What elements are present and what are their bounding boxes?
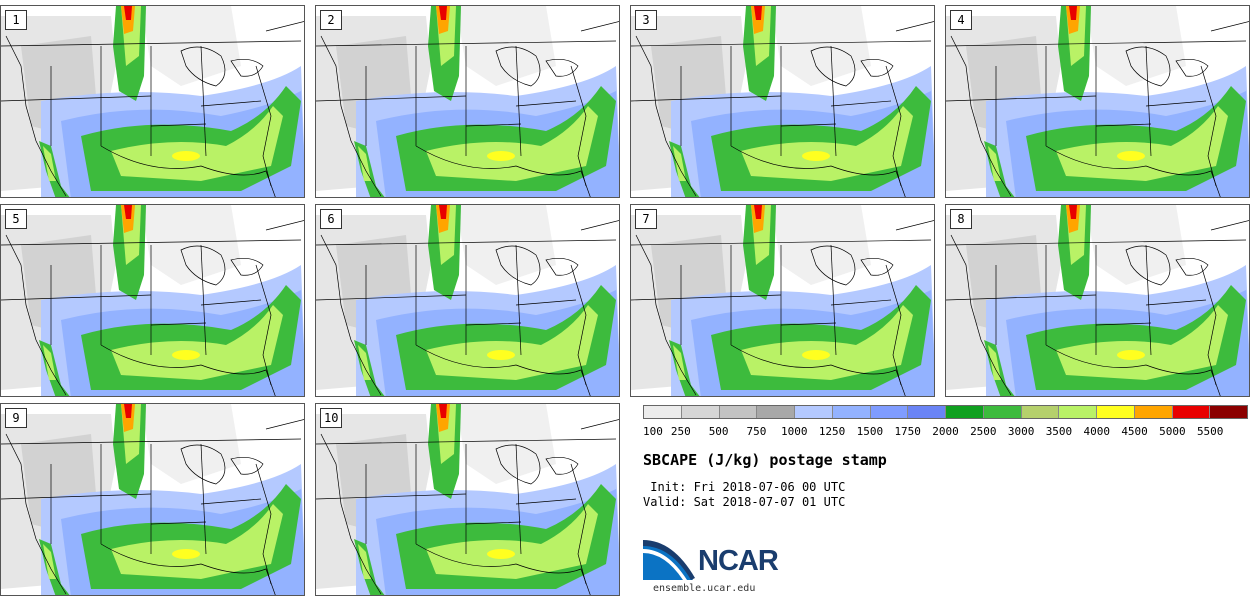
cape-map <box>1 205 305 397</box>
colorbar-swatch <box>983 406 1022 418</box>
colorbar-swatch <box>644 406 682 418</box>
member-panel: 4 <box>945 5 1250 198</box>
cape-map <box>1 404 305 596</box>
colorbar-swatch <box>870 406 909 418</box>
member-panel: 2 <box>315 5 620 198</box>
colorbar-swatch <box>1059 406 1097 418</box>
member-label: 8 <box>950 209 972 229</box>
member-panel: 1 <box>0 5 305 198</box>
colorbar-swatch <box>757 406 795 418</box>
colorbar-tick-label: 5000 <box>1159 425 1186 438</box>
colorbar-swatch <box>1097 406 1135 418</box>
cape-map <box>316 6 620 198</box>
cape-map <box>316 205 620 397</box>
member-label: 6 <box>320 209 342 229</box>
colorbar-swatch <box>1210 406 1247 418</box>
member-label: 2 <box>320 10 342 30</box>
cape-map <box>631 6 935 198</box>
colorbar-tick-label: 4000 <box>1083 425 1111 438</box>
cape-map <box>316 404 620 596</box>
colorbar-swatch <box>719 406 758 418</box>
member-label: 3 <box>635 10 657 30</box>
colorbar-tick-label: 3500 <box>1045 425 1073 438</box>
colorbar-swatch <box>1021 406 1060 418</box>
colorbar-tick-label: 4500 <box>1121 425 1148 438</box>
member-label: 5 <box>5 209 27 229</box>
colorbar-tick-label: 1000 <box>781 425 808 438</box>
valid-time: Valid: Sat 2018-07-07 01 UTC <box>643 495 846 509</box>
member-panel: 8 <box>945 204 1250 397</box>
member-panel: 3 <box>630 5 935 198</box>
colorbar-tick-label: 500 <box>708 425 729 438</box>
ncar-logo: NCAR ensemble.ucar.edu <box>643 540 803 596</box>
member-panel: 10 <box>315 403 620 596</box>
logo-url: ensemble.ucar.edu <box>653 583 756 594</box>
colorbar-tick-label: 5500 <box>1196 425 1224 438</box>
colorbar-swatch <box>1172 406 1211 418</box>
colorbar-tick-label: 1500 <box>856 425 884 438</box>
colorbar-swatch <box>832 406 871 418</box>
colorbar-swatch <box>1134 406 1173 418</box>
colorbar-tick-label: 2000 <box>932 425 959 438</box>
colorbar-tick-label: 3000 <box>1007 425 1035 438</box>
colorbar-swatch <box>946 406 984 418</box>
colorbar-tick-label: 1250 <box>818 425 846 438</box>
member-label: 7 <box>635 209 657 229</box>
colorbar-tick-label: 100 <box>643 425 663 438</box>
colorbar <box>643 405 1248 419</box>
member-panel: 5 <box>0 204 305 397</box>
member-label: 1 <box>5 10 27 30</box>
colorbar-tick-label: 750 <box>746 425 767 438</box>
cape-map <box>631 205 935 397</box>
chart-title: SBCAPE (J/kg) postage stamp <box>643 451 887 469</box>
colorbar-ticks: 100 250 500 750 1000 1250 1500 1750 2000 2500 3000… <box>643 425 1248 439</box>
colorbar-tick-label: 250 <box>670 425 691 438</box>
member-panel: 7 <box>630 204 935 397</box>
member-panel: 9 <box>0 403 305 596</box>
cape-map <box>946 205 1250 397</box>
colorbar-swatch <box>795 406 833 418</box>
ncar-swoosh-icon <box>643 540 695 580</box>
colorbar-tick-label: 1750 <box>894 425 921 438</box>
member-label: 10 <box>320 408 343 428</box>
colorbar-swatch <box>681 406 720 418</box>
member-panel: 6 <box>315 204 620 397</box>
init-time: Init: Fri 2018-07-06 00 UTC <box>643 480 846 494</box>
logo-name: NCAR <box>698 545 779 577</box>
cape-map <box>1 6 305 198</box>
colorbar-swatch <box>908 406 946 418</box>
member-label: 4 <box>950 10 972 30</box>
member-label: 9 <box>5 408 27 428</box>
cape-map <box>946 6 1250 198</box>
colorbar-tick-label: 2500 <box>970 425 997 438</box>
